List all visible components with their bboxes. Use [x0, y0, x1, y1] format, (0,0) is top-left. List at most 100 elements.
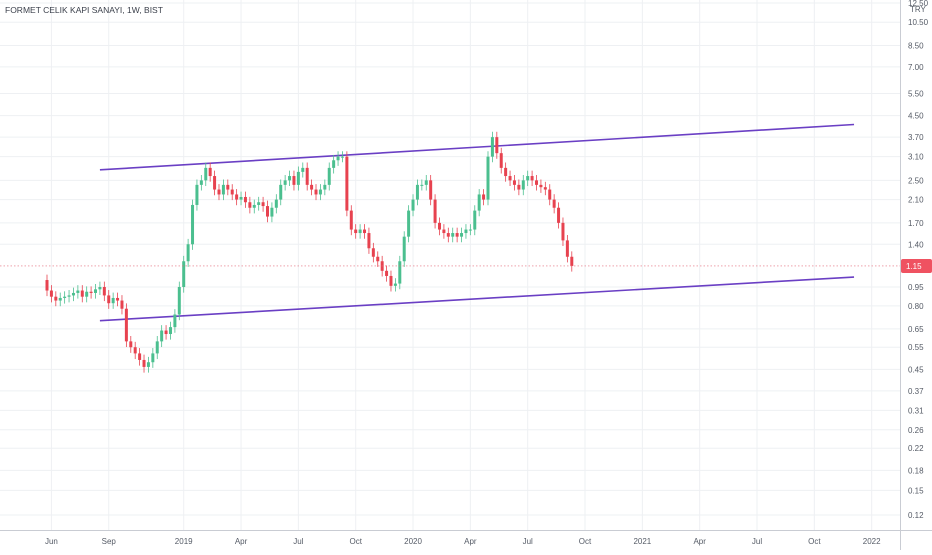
candle-body [54, 296, 58, 301]
candle-body [433, 199, 437, 223]
candle-body [548, 189, 552, 200]
trendline [99, 276, 855, 322]
candle-body [98, 286, 102, 290]
candle-body [182, 261, 186, 287]
candle-body [204, 167, 208, 181]
candle-body [301, 167, 305, 172]
candle-body [155, 341, 159, 354]
candle-body [327, 167, 331, 185]
y-tick-label: 7.00 [908, 63, 924, 72]
candle-body [389, 275, 393, 286]
y-tick-label: 1.40 [908, 240, 924, 249]
candle-body [274, 199, 278, 208]
x-tick-label: 2021 [633, 537, 651, 546]
candle-body [460, 233, 464, 237]
candle-body [85, 291, 89, 297]
candle-body [279, 184, 283, 200]
candle-body [270, 207, 274, 217]
x-tick-label: 2019 [175, 537, 193, 546]
candle-body [49, 290, 53, 297]
candle-body [429, 180, 433, 200]
candle-body [89, 291, 93, 293]
candle-body [164, 330, 168, 335]
candle-body [124, 308, 128, 342]
y-tick-label: 2.50 [908, 176, 924, 185]
candle-body [45, 280, 49, 291]
candle-body [221, 184, 225, 195]
x-tick-label: 2020 [404, 537, 422, 546]
last-price-badge [901, 258, 932, 273]
candle-body [371, 248, 375, 257]
candle-body [530, 176, 534, 181]
candle-body [310, 184, 314, 190]
candle-body [473, 210, 477, 230]
candle-body [266, 206, 269, 217]
candle-body [177, 286, 181, 315]
x-tick-label: Jun [45, 537, 58, 546]
candle-body [332, 160, 336, 168]
candle-body [358, 229, 362, 234]
candle-body [138, 353, 142, 360]
candle-body [80, 290, 84, 297]
currency-label: TRY [910, 5, 927, 14]
x-tick-label: Oct [808, 537, 821, 546]
candle-body [239, 196, 243, 200]
x-tick-label: Jul [752, 537, 762, 546]
candle-body [543, 187, 547, 190]
candle-body [116, 297, 120, 301]
candle-body [486, 156, 490, 200]
candle-body [570, 256, 574, 266]
candle-body [120, 300, 124, 309]
trendline [99, 123, 855, 171]
candle-body [367, 233, 371, 249]
candle-body [288, 176, 292, 181]
candle-body [398, 261, 402, 284]
candle-body [142, 359, 146, 367]
candle-body [446, 233, 450, 237]
candle-body [305, 167, 309, 185]
x-tick-label: Jul [523, 537, 533, 546]
candle-body [314, 189, 318, 195]
candle-body [71, 292, 75, 296]
candle-body [411, 199, 415, 211]
candle-body [508, 176, 512, 181]
candle-body [363, 229, 367, 234]
x-tick-label: Oct [579, 537, 592, 546]
candle-body [437, 222, 441, 230]
candle-body [442, 229, 446, 234]
candle-body [146, 362, 150, 367]
candle-body [517, 184, 521, 190]
candle-body [385, 270, 389, 276]
y-tick-label: 0.18 [908, 466, 924, 475]
candle-body [160, 330, 164, 342]
candle-body [415, 184, 419, 200]
y-tick-label: 3.70 [908, 133, 924, 142]
candle-body [107, 295, 111, 304]
candle-body [191, 204, 195, 245]
candle-body [402, 236, 406, 262]
candle-body [490, 137, 494, 157]
candle-body [296, 171, 300, 185]
y-tick-label: 0.15 [908, 486, 924, 495]
candle-body [102, 286, 106, 296]
candle-body [349, 210, 353, 230]
candle-body [557, 207, 561, 223]
y-tick-label: 3.10 [908, 153, 924, 162]
candle-body [67, 295, 71, 297]
y-tick-label: 0.37 [908, 387, 924, 396]
x-tick-label: Apr [464, 537, 477, 546]
candle-body [539, 184, 543, 188]
candle-body [526, 176, 530, 181]
candle-body [129, 341, 133, 348]
x-tick-label: Apr [235, 537, 248, 546]
candle-body [393, 283, 397, 286]
trendlines [99, 123, 855, 322]
candle-body [323, 184, 327, 190]
y-tick-label: 0.22 [908, 444, 924, 453]
y-tick-label: 8.50 [908, 42, 924, 51]
candle-body [186, 244, 190, 262]
candle-body [283, 180, 287, 185]
